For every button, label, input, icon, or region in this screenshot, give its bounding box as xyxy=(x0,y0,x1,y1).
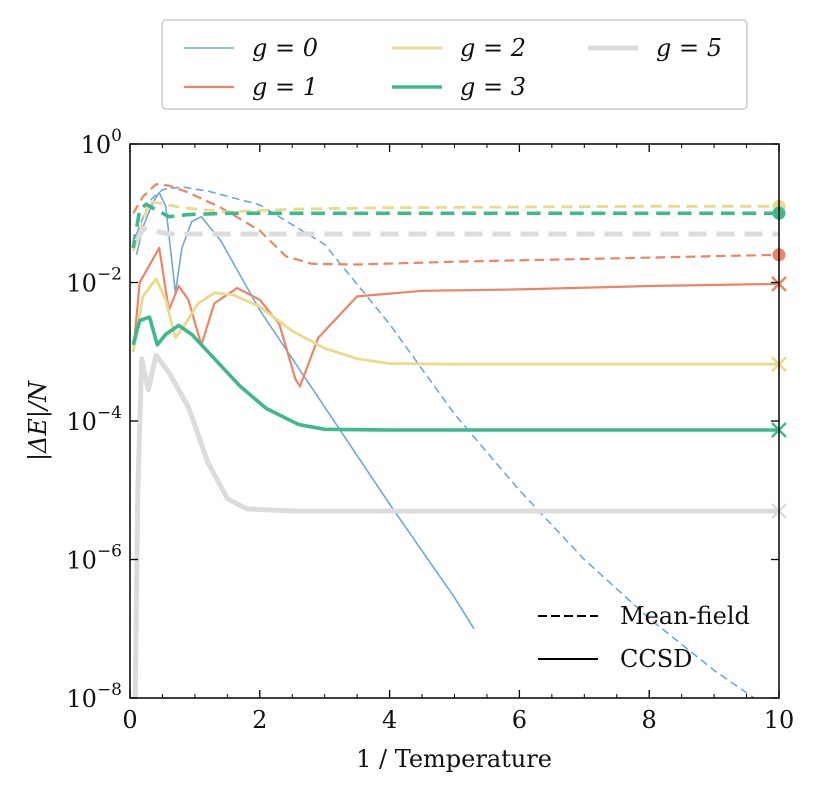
legend-label: g = 1 xyxy=(252,73,318,101)
style-legend-label: Mean-field xyxy=(620,602,750,630)
x-tick-label: 4 xyxy=(382,706,397,734)
series-g1-meanfield xyxy=(132,183,779,266)
series-g0-ccsd xyxy=(135,191,475,630)
series-g3-ccsd xyxy=(131,315,779,432)
legend-frame xyxy=(161,19,748,110)
y-tick-label: 10−2 xyxy=(66,265,122,298)
y-tick-label: 100 xyxy=(81,126,122,159)
legend-label: g = 2 xyxy=(460,34,526,62)
x-tick-label: 0 xyxy=(122,706,137,734)
series-g2-meanfield xyxy=(131,200,779,252)
legend: g = 0 g = 1 g = 2 g = 3 g = 5 xyxy=(161,19,748,110)
x-tick-label: 10 xyxy=(764,706,795,734)
legend-label: g = 3 xyxy=(460,73,526,101)
legend-label: g = 0 xyxy=(252,34,318,62)
series-g5-meanfield xyxy=(134,226,779,243)
x-tick-label: 2 xyxy=(252,706,267,734)
series-g1-ccsd xyxy=(132,246,779,388)
x-tick-label: 8 xyxy=(642,706,657,734)
legend-label: g = 5 xyxy=(656,34,722,62)
x-axis-title: 1 / Temperature xyxy=(356,745,552,773)
series-g5-ccsd xyxy=(132,352,779,698)
series-g2-ccsd xyxy=(131,277,779,366)
y-tick-label: 10−4 xyxy=(66,403,122,436)
style-legend: Mean-field CCSD xyxy=(538,602,750,673)
x-tick-label: 6 xyxy=(512,706,527,734)
series-g0-meanfield xyxy=(135,186,756,698)
y-tick-label: 10−8 xyxy=(66,680,122,713)
y-axis-title: |ΔE|/N xyxy=(24,380,53,461)
series-g3-meanfield xyxy=(131,202,779,249)
y-tick-label: 10−6 xyxy=(66,542,122,575)
style-legend-label: CCSD xyxy=(620,645,692,673)
